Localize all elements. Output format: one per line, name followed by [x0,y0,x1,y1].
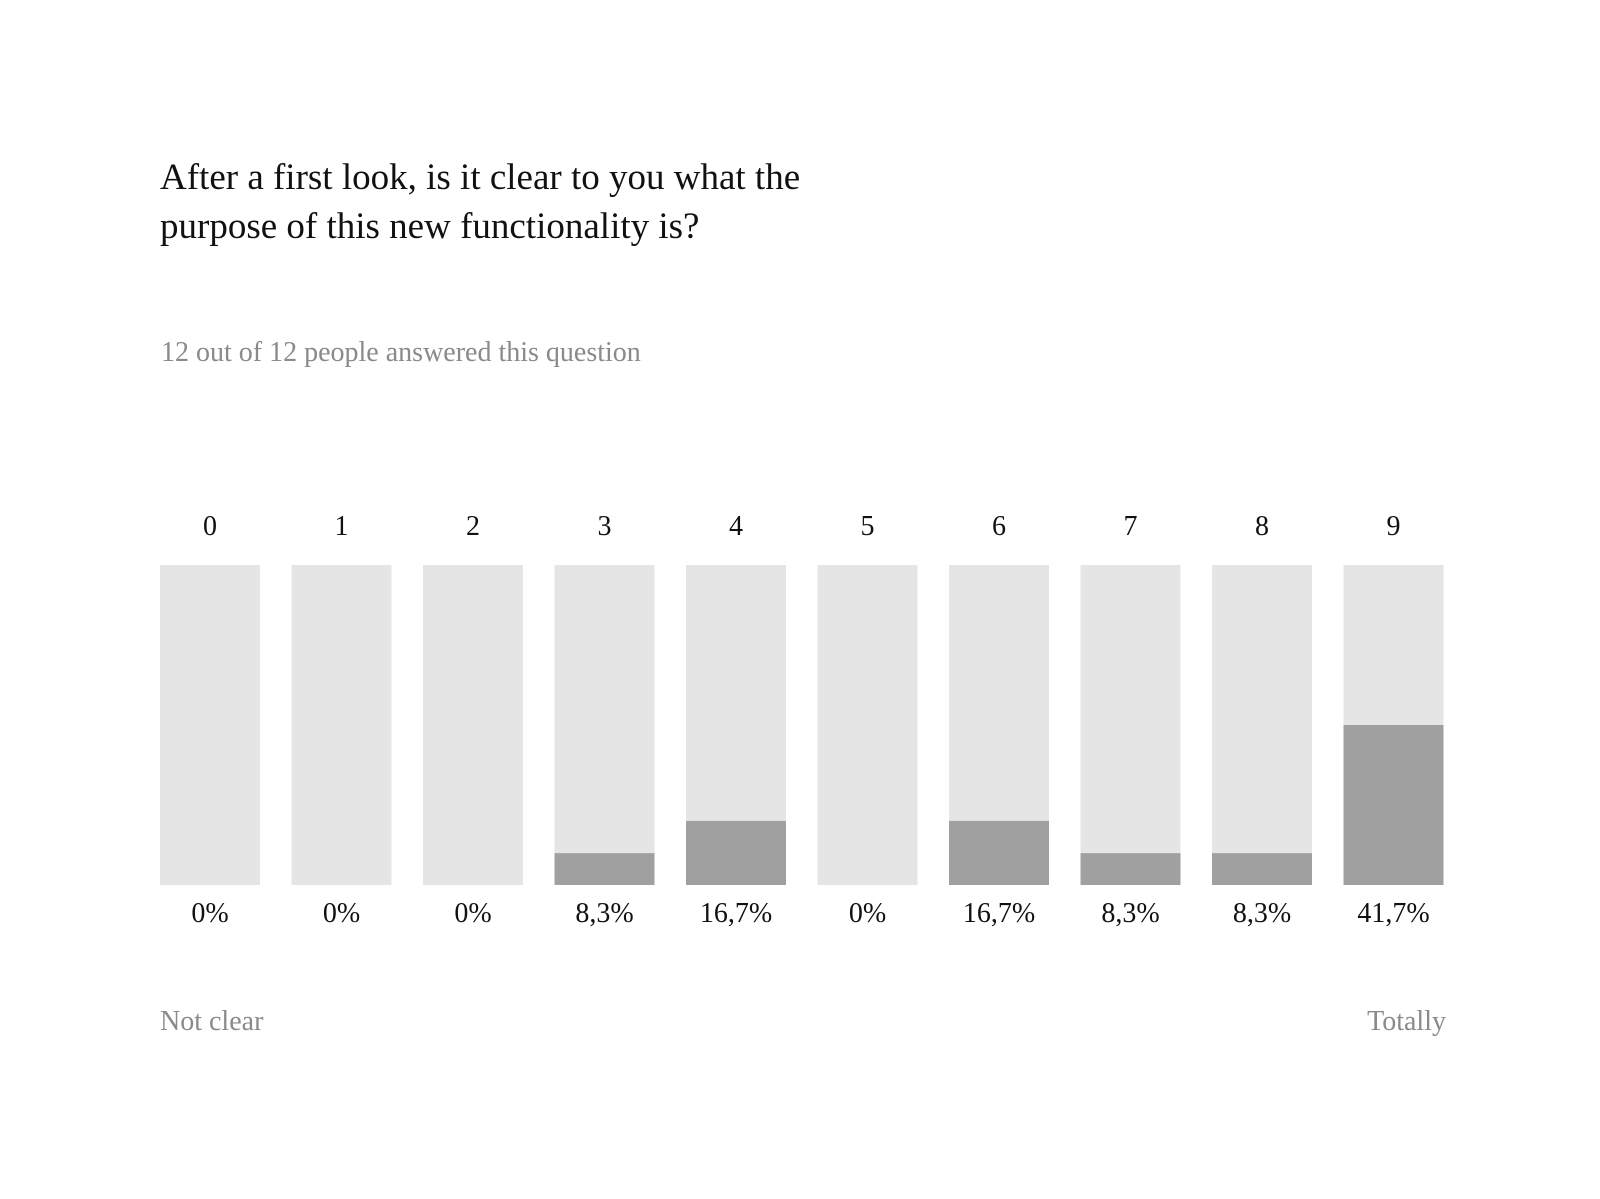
value-label-5: 0% [849,898,886,929]
category-label-9: 9 [1387,511,1401,542]
bar-fill-8 [1212,853,1312,885]
value-label-4: 16,7% [700,898,772,929]
bar-fill-3 [554,853,655,885]
scale-high-label: Totally [1367,1006,1446,1037]
value-label-8: 8,3% [1233,898,1291,929]
category-label-4: 4 [729,511,743,542]
category-label-0: 0 [203,511,217,542]
question-title: After a first look, is it clear to you w… [160,153,920,251]
answered-count: 12 out of 12 people answered this questi… [161,337,641,368]
bar-track-8 [1212,565,1312,885]
bar-track-7 [1080,565,1181,885]
bar-track-0 [160,565,260,885]
value-label-1: 0% [323,898,360,929]
question-line-1: After a first look, is it clear to you w… [160,157,801,198]
category-label-2: 2 [466,511,480,542]
value-label-9: 41,7% [1357,898,1429,929]
value-label-0: 0% [191,898,228,929]
category-label-8: 8 [1255,511,1269,542]
category-label-6: 6 [992,511,1006,542]
bar-fill-4 [686,820,786,885]
category-label-5: 5 [861,511,875,542]
bar-track-3 [554,565,655,885]
category-label-1: 1 [335,511,349,542]
value-label-2: 0% [454,898,491,929]
bar-fill-9 [1343,725,1444,885]
category-label-3: 3 [598,511,612,542]
question-line-2: purpose of this new functionality is? [160,206,700,247]
value-label-3: 8,3% [575,898,633,929]
bar-fill-7 [1080,853,1181,885]
category-label-7: 7 [1124,511,1138,542]
bar-track-2 [423,565,523,885]
value-label-7: 8,3% [1101,898,1159,929]
value-label-6: 16,7% [963,898,1035,929]
bar-track-5 [817,565,918,885]
scale-low-label: Not clear [160,1006,264,1037]
bar-track-1 [291,565,392,885]
bar-fill-6 [949,820,1049,885]
